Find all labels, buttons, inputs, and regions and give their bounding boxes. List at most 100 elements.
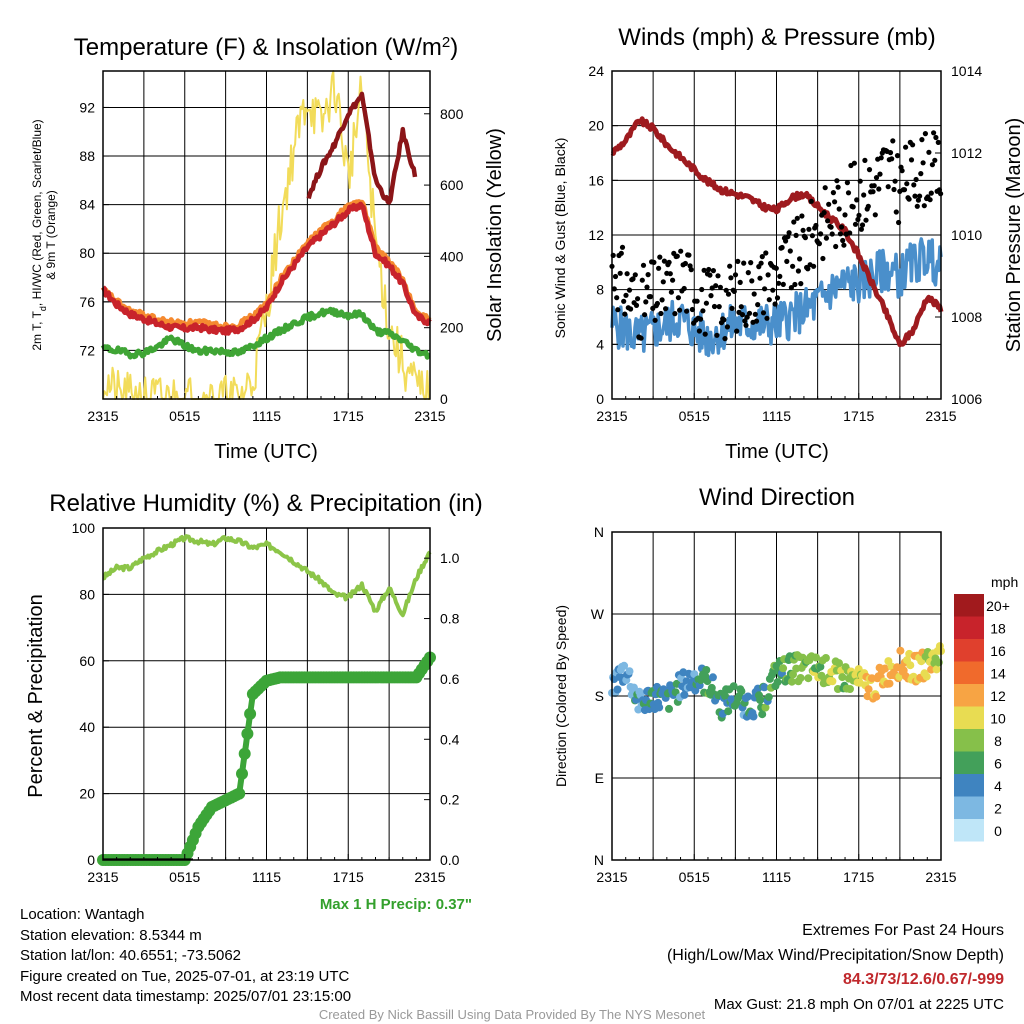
y-tick-label: 60 [79, 653, 95, 669]
temp-x-ticks: 2315 0515 1115 1715 2315 [87, 393, 446, 424]
gust-point [908, 157, 915, 163]
x-tick-label: 2315 [414, 869, 445, 885]
direction-point [629, 683, 638, 692]
direction-point [816, 662, 825, 671]
gust-point [901, 187, 908, 193]
gust-point [828, 224, 834, 230]
gust-point [633, 302, 640, 308]
gust-point [746, 310, 753, 316]
wind-y-label: Sonic Wind & Gust (Blue, Black) [552, 138, 568, 339]
precip-point [236, 767, 248, 780]
y-tick-label: 72 [79, 342, 95, 358]
direction-point [779, 664, 788, 673]
gust-point [614, 295, 620, 301]
x-tick-label: 2315 [596, 869, 627, 885]
direction-point [724, 707, 733, 716]
gust-point [806, 226, 812, 232]
gust-point [753, 318, 760, 324]
gust-point [878, 155, 884, 161]
colorbar-swatch [954, 684, 984, 707]
gust-point [855, 216, 861, 223]
y-tick-label: 88 [79, 148, 95, 164]
gust-point [922, 131, 929, 137]
gust-point [832, 199, 838, 205]
direction-point [665, 704, 673, 713]
temp-y2-ticks: 800 600 400 200 0 [424, 106, 464, 407]
x-tick-label: 1115 [252, 869, 281, 885]
gust-point [791, 219, 797, 225]
direction-point [756, 696, 765, 704]
gust-point [842, 212, 848, 218]
gust-point [666, 259, 672, 265]
y2-tick-label: 1010 [951, 227, 982, 243]
colorbar-unit: mph [991, 574, 1018, 590]
gust-point [835, 184, 841, 190]
gust-point [701, 267, 707, 273]
y2-tick-label: 0.6 [440, 671, 460, 687]
x-tick-label: 0515 [169, 408, 200, 424]
gust-point [795, 268, 802, 274]
gust-point [906, 196, 912, 202]
gust-point [702, 331, 708, 337]
colorbar-swatch [954, 616, 984, 639]
y2-tick-label: 400 [440, 248, 464, 264]
gust-point [813, 222, 819, 229]
gust-point [866, 167, 873, 173]
gust-point [890, 138, 896, 144]
y-tick-label: 24 [588, 63, 604, 79]
gust-point [611, 286, 617, 292]
wind-speed-line [610, 237, 943, 358]
temp-y-label-line2: & 9m T (Orange) [44, 190, 58, 280]
wind-y-ticks: 24 20 16 12 8 4 0 [588, 63, 618, 407]
x-tick-label: 1115 [762, 408, 791, 424]
dir-plot-area [608, 642, 945, 722]
gust-point [713, 283, 719, 289]
direction-point [690, 670, 699, 679]
gust-point [911, 182, 917, 188]
gust-point [820, 255, 826, 262]
y-tick-label: 4 [596, 336, 604, 352]
gust-point [737, 279, 743, 285]
gust-point [707, 272, 713, 278]
gust-point [622, 311, 628, 317]
direction-point [804, 674, 813, 683]
direction-point [881, 664, 890, 673]
gust-point [793, 232, 799, 238]
direction-point [625, 667, 634, 676]
gust-point [717, 284, 724, 290]
colorbar-swatch [954, 774, 984, 797]
x-tick-label: 2315 [925, 408, 956, 424]
direction-point [680, 690, 689, 699]
gust-point [700, 308, 706, 314]
x-tick-label: 1115 [762, 869, 791, 885]
gust-point [786, 230, 792, 236]
gust-point [677, 307, 683, 313]
wind-grid [612, 70, 941, 400]
gust-point [645, 272, 651, 278]
gust-point [621, 298, 627, 304]
gust-point [790, 263, 796, 269]
gust-point [928, 190, 934, 196]
gust-point [885, 184, 891, 190]
gust-point [626, 287, 633, 293]
gust-point [910, 142, 916, 148]
gust-point [872, 212, 878, 218]
gust-point [784, 258, 790, 264]
direction-point [787, 677, 796, 686]
gust-point [749, 278, 755, 284]
pressure-line [610, 116, 944, 348]
wind-x-label: Time (UTC) [725, 441, 829, 463]
colorbar-label: 12 [990, 688, 1006, 704]
gust-point [628, 306, 634, 312]
y-tick-label: 0 [596, 391, 604, 407]
x-tick-label: 1715 [333, 869, 364, 885]
gust-point [716, 304, 722, 310]
direction-point [744, 692, 752, 701]
wind-y2-label: Station Pressure (Maroon) [1003, 118, 1024, 353]
y-tick-label: 16 [588, 172, 604, 188]
y2-tick-label: 200 [440, 320, 464, 336]
colorbar-label: 0 [994, 823, 1002, 839]
dir-panel: Wind Direction 2315 0515 1115 1715 2315 N W S E… [553, 484, 1018, 885]
max-precip-text: Max 1 H Precip: 0.37" [319, 896, 472, 913]
